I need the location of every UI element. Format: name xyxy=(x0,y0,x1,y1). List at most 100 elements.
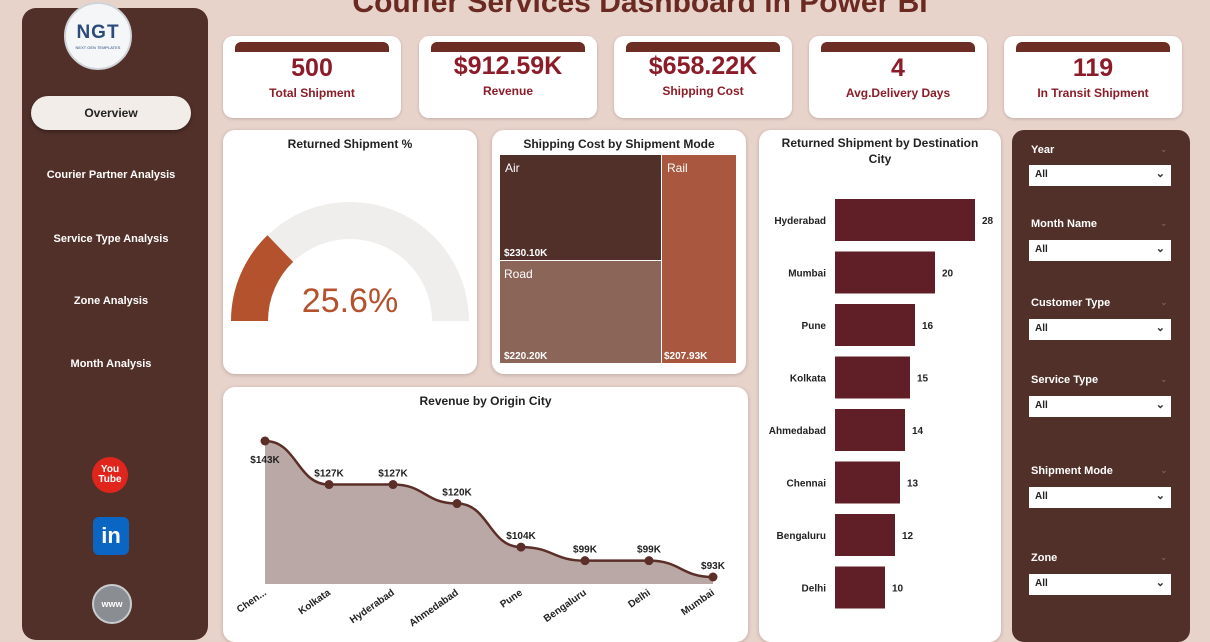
origin-data-point[interactable] xyxy=(452,499,462,509)
origin-data-point[interactable] xyxy=(644,556,654,566)
gauge-value-label: 25.6% xyxy=(302,282,398,320)
treemap-tile-rail[interactable] xyxy=(662,155,736,363)
origin-category-label: Pune xyxy=(498,587,525,610)
revenue-by-origin-panel: Revenue by Origin City $143K Chen... $127K… xyxy=(223,387,748,642)
kpi-card-avg-delivery-days: 4 Avg.Delivery Days xyxy=(809,36,987,118)
kpi-label: In Transit Shipment xyxy=(1037,86,1149,100)
treemap-tile-road[interactable] xyxy=(500,261,661,363)
kpi-value: 4 xyxy=(891,54,905,82)
treemap-value-road: $220.20K xyxy=(504,351,548,362)
logo: NGT NEXT GEN TEMPLATES xyxy=(64,2,132,70)
nav-service-type-analysis[interactable]: Service Type Analysis xyxy=(53,233,169,245)
destination-bar[interactable] xyxy=(835,566,885,609)
nav-overview-button[interactable]: Overview xyxy=(31,96,191,130)
treemap-label-road: Road xyxy=(504,267,533,281)
chevron-down-icon: ⌄ xyxy=(1155,322,1165,334)
logo-text: NGT xyxy=(76,21,120,43)
kpi-card-header xyxy=(626,42,780,52)
chevron-down-icon[interactable]: ⌄ xyxy=(1160,465,1168,475)
destination-title-line2: City xyxy=(868,152,892,166)
treemap-label-air: Air xyxy=(505,161,520,175)
destination-bar[interactable] xyxy=(835,199,975,241)
filter-panel: Year ⌄ All ⌄ Month Name ⌄ All ⌄ Customer T… xyxy=(1012,130,1190,642)
service-type-dropdown-value: All xyxy=(1035,400,1048,411)
destination-bar[interactable] xyxy=(835,409,905,451)
kpi-card-header xyxy=(235,42,389,52)
destination-value-label: 28 xyxy=(982,216,994,227)
origin-area-chart: $143K Chen... $127K Kolkata $127K Hyderabad $1… xyxy=(235,436,726,629)
kpi-card-header xyxy=(821,42,975,52)
destination-bar[interactable] xyxy=(835,304,915,346)
chevron-down-icon[interactable]: ⌄ xyxy=(1160,218,1168,228)
shipment-mode-dropdown-value: All xyxy=(1035,491,1048,502)
destination-category-label: Kolkata xyxy=(790,374,827,385)
gauge-chart: 25.6% xyxy=(231,202,469,321)
chevron-down-icon[interactable]: ⌄ xyxy=(1160,374,1168,384)
treemap-tile-air[interactable] xyxy=(500,155,661,260)
destination-value-label: 15 xyxy=(917,374,929,385)
chevron-down-icon: ⌄ xyxy=(1155,577,1165,589)
filter-label-zone: Zone xyxy=(1031,552,1058,564)
nav-zone-analysis[interactable]: Zone Analysis xyxy=(73,295,149,307)
kpi-value: 119 xyxy=(1072,54,1114,82)
youtube-icon[interactable]: You Tube xyxy=(92,457,128,493)
treemap-value-rail: $207.93K xyxy=(664,351,708,362)
origin-category-label: Delhi xyxy=(626,587,653,610)
sidebar: NGT NEXT GEN TEMPLATES Overview Courier … xyxy=(22,2,208,640)
nav-courier-partner-analysis[interactable]: Courier Partner Analysis xyxy=(46,169,176,181)
month-dropdown[interactable]: All ⌄ xyxy=(1029,240,1171,261)
kpi-label: Total Shipment xyxy=(269,86,355,100)
kpi-value: $658.22K xyxy=(648,52,758,80)
kpi-label: Revenue xyxy=(482,84,534,98)
origin-category-label: Kolkata xyxy=(297,587,333,617)
kpi-card-header xyxy=(1016,42,1170,52)
origin-title: Revenue by Origin City xyxy=(419,394,552,408)
kpi-label: Avg.Delivery Days xyxy=(845,86,951,100)
destination-value-label: 14 xyxy=(912,426,924,437)
origin-data-point[interactable] xyxy=(388,480,398,490)
shipment-mode-dropdown[interactable]: All ⌄ xyxy=(1029,487,1171,508)
origin-value-label: $127K xyxy=(314,469,344,480)
destination-category-label: Bengaluru xyxy=(777,531,826,542)
destination-value-label: 12 xyxy=(902,531,914,542)
kpi-card-total-shipment: 500 Total Shipment xyxy=(223,36,401,118)
year-dropdown[interactable]: All ⌄ xyxy=(1029,165,1171,186)
service-type-dropdown[interactable]: All ⌄ xyxy=(1029,396,1171,417)
chevron-down-icon[interactable]: ⌄ xyxy=(1160,144,1168,154)
nav-month-analysis[interactable]: Month Analysis xyxy=(70,358,152,370)
kpi-value: 500 xyxy=(291,54,333,82)
linkedin-icon[interactable]: in xyxy=(93,517,129,555)
gauge-title: Returned Shipment % xyxy=(287,137,413,151)
origin-category-label: Chen... xyxy=(235,587,269,615)
filter-label-shipment-mode: Shipment Mode xyxy=(1031,465,1113,477)
shipping-cost-treemap-panel: Shipping Cost by Shipment Mode Air $230.… xyxy=(492,130,746,374)
destination-category-label: Mumbai xyxy=(788,269,826,280)
destination-bar[interactable] xyxy=(835,461,900,504)
origin-data-point[interactable] xyxy=(516,542,526,552)
customer-type-dropdown[interactable]: All ⌄ xyxy=(1029,319,1171,340)
kpi-label: Shipping Cost xyxy=(662,84,744,98)
chevron-down-icon: ⌄ xyxy=(1155,490,1165,502)
origin-data-point[interactable] xyxy=(580,556,590,566)
destination-bar[interactable] xyxy=(835,356,910,399)
origin-value-label: $99K xyxy=(637,545,662,556)
logo-subtext: NEXT GEN TEMPLATES xyxy=(75,44,121,50)
origin-area-fill xyxy=(265,441,713,584)
zone-dropdown-value: All xyxy=(1035,578,1048,589)
year-dropdown-value: All xyxy=(1035,169,1048,180)
globe-icon[interactable]: www xyxy=(92,584,132,624)
origin-data-point[interactable] xyxy=(708,572,718,582)
origin-value-label: $143K xyxy=(250,455,280,466)
destination-bar[interactable] xyxy=(835,514,895,556)
origin-category-label: Hyderabad xyxy=(348,587,397,626)
destination-bar[interactable] xyxy=(835,251,935,294)
filter-label-customer-type: Customer Type xyxy=(1031,297,1111,309)
treemap-title: Shipping Cost by Shipment Mode xyxy=(523,137,715,151)
chevron-down-icon[interactable]: ⌄ xyxy=(1160,552,1168,562)
chevron-down-icon[interactable]: ⌄ xyxy=(1160,297,1168,307)
filter-label-service-type: Service Type xyxy=(1031,374,1099,386)
origin-data-point[interactable] xyxy=(260,436,270,446)
kpi-card-shipping-cost: $658.22K Shipping Cost xyxy=(614,36,792,118)
zone-dropdown[interactable]: All ⌄ xyxy=(1029,574,1171,595)
origin-data-point[interactable] xyxy=(324,480,334,490)
